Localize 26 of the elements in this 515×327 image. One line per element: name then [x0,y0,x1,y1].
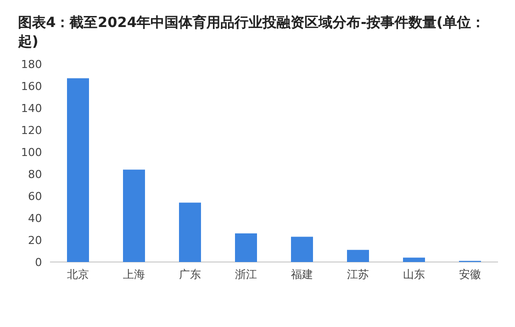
x-tick-label: 广东 [179,268,201,281]
y-tick-label: 80 [28,168,42,181]
chart-title: 图表4：截至2024年中国体育用品行业投融资区域分布-按事件数量(单位：起) [17,14,486,52]
y-tick-label: 40 [28,212,42,225]
x-tick-label: 福建 [291,268,313,281]
bar [403,258,425,262]
x-tick-label: 上海 [123,268,145,281]
y-tick-label: 0 [35,256,42,269]
y-tick-label: 20 [28,234,42,247]
x-tick-label: 安徽 [459,268,481,281]
y-tick-label: 60 [28,190,42,203]
bar [67,78,89,262]
y-tick-label: 120 [21,124,42,137]
bar [235,233,257,262]
y-tick-label: 140 [21,102,42,115]
x-tick-label: 浙江 [235,268,257,281]
y-tick-label: 100 [21,146,42,159]
bar [179,202,201,262]
bar [123,170,145,262]
x-tick-label: 北京 [67,268,89,281]
y-tick-label: 160 [21,80,42,93]
bar [347,250,369,262]
x-tick-label: 山东 [403,268,425,281]
y-tick-label: 180 [21,58,42,71]
x-tick-label: 江苏 [347,268,369,281]
bar [291,236,313,262]
